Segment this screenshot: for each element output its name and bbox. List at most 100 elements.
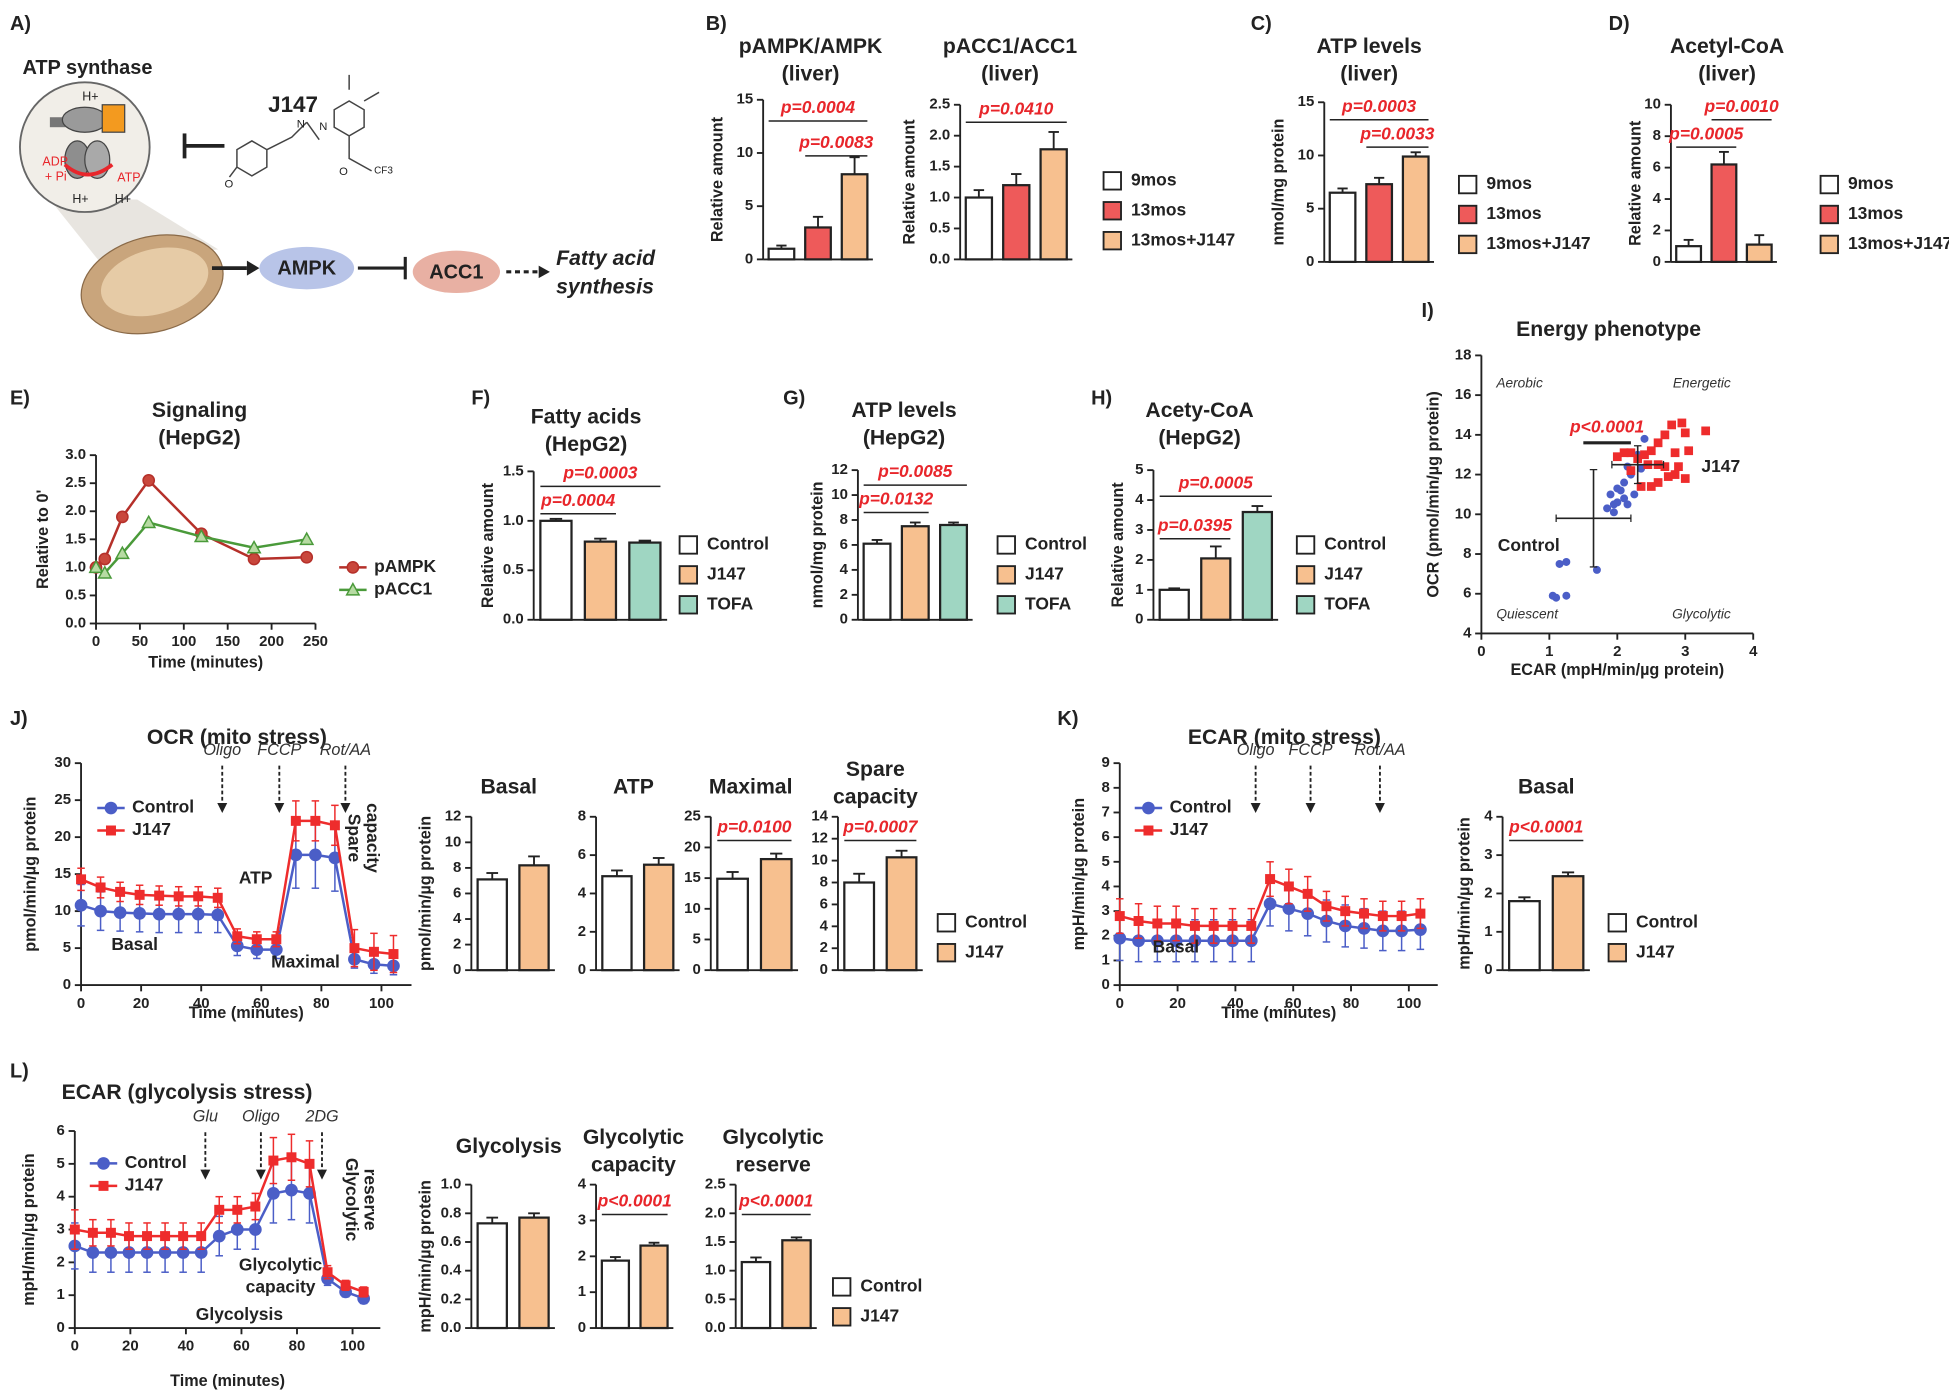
legend-label: J147 (707, 563, 746, 583)
p-value: p=0.0004 (540, 490, 615, 510)
arrow-head (538, 265, 550, 279)
arrow-label: Oligo (1237, 741, 1275, 759)
point (1415, 908, 1426, 919)
point (1623, 500, 1632, 509)
point (152, 907, 166, 921)
point (248, 1223, 262, 1236)
point (1612, 452, 1622, 462)
y-axis-label: mpH/min/µg protein (417, 1180, 435, 1332)
x-tick-label: 80 (313, 995, 330, 1012)
y-tick-label: 2 (578, 923, 586, 940)
y-tick-label: 2 (57, 1253, 65, 1270)
legend-marker (104, 801, 118, 815)
bar (1401, 155, 1430, 264)
legend-label: 13mos (1131, 199, 1186, 219)
y-tick-label: 5 (692, 930, 700, 947)
p-value: p=0.0005 (1668, 123, 1743, 143)
point (1263, 897, 1277, 911)
point (1620, 494, 1629, 503)
bar (1675, 245, 1703, 264)
point (173, 891, 184, 902)
legend-label: 13mos (1486, 203, 1541, 223)
bar (600, 1259, 631, 1330)
y-tick-label: 8 (1101, 779, 1109, 796)
point (246, 539, 262, 554)
point (141, 514, 157, 529)
y-axis-label: mpH/min/µg protein (1455, 817, 1473, 969)
point (74, 898, 88, 912)
outcome: synthesis (556, 276, 654, 299)
point (212, 1229, 226, 1243)
bar (628, 541, 662, 621)
x-tick-label: 0 (1477, 643, 1485, 660)
legend-swatch (832, 1277, 852, 1297)
chart-title: Spare (846, 758, 905, 781)
bar (518, 1216, 550, 1330)
point (214, 1204, 225, 1215)
bar (1710, 163, 1738, 264)
point (290, 815, 301, 826)
legend-label: Control (1170, 797, 1232, 817)
point (1606, 490, 1615, 499)
chart-title: Glycolysis (456, 1135, 562, 1158)
y-axis-label: Relative amount (479, 482, 497, 608)
x-tick-label: 100 (171, 633, 196, 650)
proton: H+ (82, 90, 98, 104)
legend-label: J147 (860, 1305, 899, 1325)
p-value: p=0.0004 (780, 97, 855, 117)
y-tick-label: 0 (57, 1319, 65, 1336)
y-tick-label: 1 (57, 1286, 65, 1303)
y-tick-label: 0.0 (441, 1319, 462, 1336)
chart-title: ATP levels (1317, 35, 1422, 58)
point (76, 874, 87, 885)
y-tick-label: 4 (1653, 190, 1662, 207)
series-label: Control (1498, 535, 1560, 555)
point (133, 906, 146, 920)
chart-title: Glycolytic (722, 1126, 823, 1149)
point (1653, 478, 1663, 487)
y-tick-label: 10 (1298, 146, 1315, 163)
point (1626, 466, 1636, 475)
x-tick-label: 40 (178, 1338, 195, 1355)
y-tick-label: 10 (831, 486, 848, 503)
bar (840, 173, 869, 261)
x-tick-label: 150 (215, 633, 240, 650)
y-tick-label: 8 (453, 859, 461, 876)
chart-title: Fatty acids (531, 405, 642, 428)
chart-subtitle: (liver) (782, 62, 840, 85)
point (1396, 911, 1407, 922)
legend-label: 13mos+J147 (1848, 233, 1949, 253)
legend-label: Control (707, 534, 769, 554)
point (95, 882, 106, 893)
point (191, 907, 205, 921)
legend-label: 13mos+J147 (1131, 229, 1235, 249)
y-tick-label: 0 (745, 250, 753, 267)
bar (1745, 243, 1773, 264)
y-tick-label: 3 (1101, 902, 1109, 919)
point (1613, 498, 1622, 507)
y-tick-label: 2 (1484, 884, 1492, 901)
y-tick-label: 0 (820, 961, 828, 978)
bar (539, 519, 573, 621)
y-tick-label: 3 (578, 1211, 586, 1228)
y-axis-label: mpH/min/µg protein (20, 1153, 38, 1305)
y-tick-label: 4 (1135, 491, 1144, 508)
chart-subtitle: (HepG2) (545, 433, 627, 456)
y-tick-label: 10 (1644, 96, 1661, 113)
mitochondrion-inner (100, 247, 209, 317)
point (1609, 508, 1618, 517)
point (1171, 918, 1182, 929)
point (267, 1187, 280, 1200)
y-tick-label: 10 (1455, 505, 1472, 522)
y-tick-label: 6 (57, 1122, 65, 1139)
point (1265, 874, 1276, 885)
y-tick-label: 8 (820, 873, 828, 890)
point (340, 1280, 351, 1291)
point (86, 1246, 100, 1259)
legend-label: Control (1025, 534, 1087, 554)
point (388, 949, 399, 960)
legend-swatch (1295, 595, 1316, 615)
point (268, 1155, 279, 1166)
y-tick-label: 0.8 (441, 1204, 462, 1221)
